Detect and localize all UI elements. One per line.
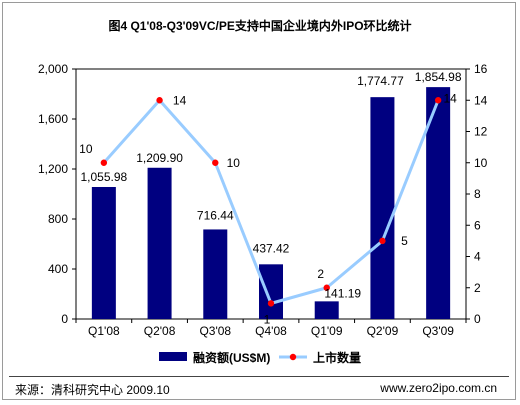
legend-marker-ipo-count [289, 353, 297, 361]
left-axis-tick-label: 400 [48, 262, 68, 276]
bar-funding [259, 264, 283, 319]
right-axis-tick-label: 6 [474, 218, 481, 232]
x-axis-category-label: Q4'08 [255, 324, 287, 338]
website-url: www.zero2ipo.com.cn [380, 381, 497, 395]
legend-label-funding: 融资额(US$M) [193, 350, 270, 365]
x-axis-category-label: Q1'09 [311, 324, 343, 338]
line-point-ipo-count [379, 237, 386, 245]
line-data-label: 14 [443, 91, 457, 105]
right-axis-tick-label: 2 [474, 281, 481, 295]
x-axis-category-label: Q2'09 [367, 324, 399, 338]
footer-divider [9, 376, 509, 377]
line-data-label: 1 [264, 312, 271, 326]
line-data-label: 2 [317, 267, 324, 281]
right-axis-tick-label: 4 [474, 250, 481, 264]
bar-data-label: 141.19 [324, 286, 361, 300]
left-axis-tick-label: 2,000 [38, 62, 68, 76]
line-point-ipo-count [100, 159, 108, 166]
line-point-ipo-count [267, 300, 275, 307]
right-axis-tick-label: 0 [474, 312, 481, 326]
right-axis-tick-label: 12 [474, 125, 488, 139]
line-point-ipo-count [212, 159, 219, 166]
bar-funding [314, 301, 339, 319]
line-point-ipo-count [156, 97, 163, 104]
line-point-ipo-count [323, 284, 330, 291]
line-point-ipo-count [434, 97, 442, 104]
bar-funding [91, 187, 116, 319]
legend-swatch-funding [159, 352, 187, 361]
line-data-label: 10 [227, 156, 241, 170]
bar-data-label: 716.44 [197, 208, 234, 222]
x-axis-category-label: Q3'09 [422, 324, 454, 338]
chart-canvas: 04008001,2001,6002,0000246810121416Q1'08… [38, 62, 488, 365]
bar-data-label: 1,209.90 [136, 151, 183, 165]
left-axis-tick-label: 1,600 [38, 112, 68, 126]
bar-data-label: 437.42 [253, 241, 290, 255]
right-axis-tick-label: 14 [474, 93, 488, 107]
bar-funding [426, 87, 451, 319]
line-data-label: 5 [401, 234, 408, 248]
chart-title: 图4 Q1'08-Q3'09VC/PE支持中国企业境内外IPO环比统计 [108, 19, 412, 33]
bar-data-label: 1,055.98 [80, 170, 127, 184]
left-axis-tick-label: 800 [48, 212, 68, 226]
x-axis-category-label: Q1'08 [88, 324, 120, 338]
legend-label-ipo-count: 上市数量 [313, 350, 361, 365]
left-axis-tick-label: 1,200 [38, 162, 68, 176]
bar-funding [370, 97, 395, 319]
source-note: 来源：清科研究中心 2009.10 [15, 383, 170, 397]
right-axis-tick-label: 10 [474, 156, 488, 170]
right-axis-tick-label: 16 [474, 62, 488, 76]
bar-funding [203, 229, 228, 319]
line-data-label: 14 [173, 93, 187, 107]
bar-data-label: 1,854.98 [415, 70, 462, 84]
bar-funding [147, 167, 172, 319]
right-axis-tick-label: 8 [474, 187, 481, 201]
left-axis-tick-label: 0 [61, 312, 68, 326]
chart-frame: 图4 Q1'08-Q3'09VC/PE支持中国企业境内外IPO环比统计 0 400… [2, 2, 516, 400]
line-data-label: 10 [79, 142, 93, 156]
x-axis-category-label: Q2'08 [144, 324, 176, 338]
bar-data-label: 1,774.77 [357, 74, 404, 88]
x-axis-category-label: Q3'08 [199, 324, 231, 338]
